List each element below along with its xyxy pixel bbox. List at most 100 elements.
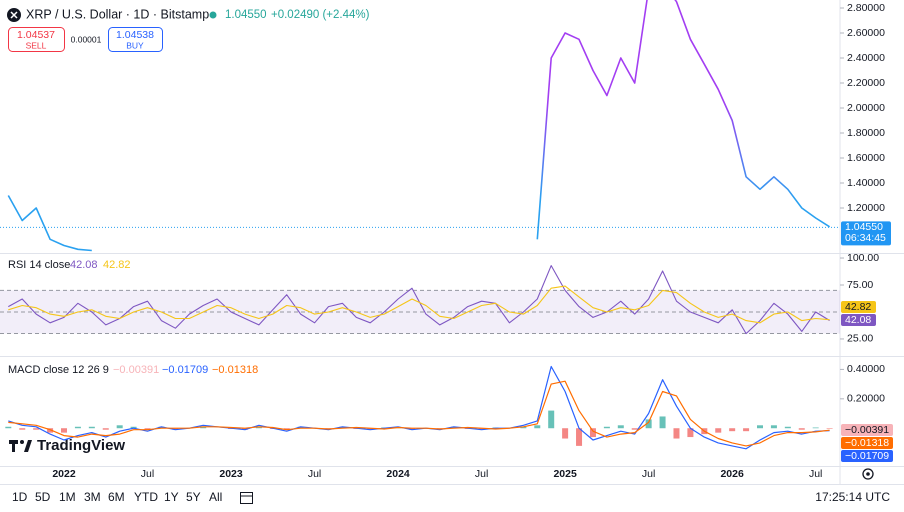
histogram-bar [297,426,304,429]
range-button[interactable]: 3M [84,490,101,504]
y-tick-label: 2.20000 [847,77,885,89]
y-tick-label: 1.80000 [847,127,885,139]
range-button[interactable]: 1D [12,490,28,504]
range-button[interactable]: All [209,490,222,504]
x-tick-label: 2022 [52,468,76,480]
logo-mark [20,440,24,444]
symbol-title: XRP / U.S. Dollar · 1D · Bitstamp [26,7,209,21]
histogram-bar [130,426,137,429]
histogram-bar [116,425,123,429]
x-tick-label: 2025 [553,468,577,480]
value-box [841,450,893,462]
histogram-bar [19,428,26,430]
pane [0,0,840,252]
histogram-bar [339,426,346,429]
range-button[interactable]: 5D [35,490,51,504]
series-line [8,365,830,450]
sell-box[interactable] [8,27,65,52]
histogram-bar [729,428,736,432]
indicator-label: MACD close 12 26 9 [8,364,109,376]
sell-button[interactable]: 1.04537 SELL [8,27,65,52]
range-button[interactable]: 1Y [164,490,179,504]
gear-center[interactable] [866,472,870,476]
buy-button[interactable]: 1.04538 BUY [108,27,163,52]
series-line [7,0,831,252]
histogram-bar [450,426,457,429]
brand: TradingView [37,437,125,454]
value-box [841,301,876,313]
y-tick-label: 100.00 [847,252,879,264]
legend-value: 42.08 [70,259,98,271]
histogram-bar [367,428,374,430]
value-box [841,424,893,436]
histogram-bar [478,428,485,430]
y-tick-label: 75.00 [847,279,873,291]
x-tick-label: Jul [308,468,321,480]
histogram-bar [283,428,290,430]
x-tick-label: 2023 [219,468,243,480]
header: XRP / U.S. Dollar · 1D · Bitstamp 1.0455… [7,7,370,52]
logo: TradingView [9,437,125,454]
sell-price[interactable]: 1.04537 [17,29,55,41]
legend-value: −0.01318 [212,364,258,376]
histogram-bar [743,428,750,432]
y-tick-label: 25.00 [847,333,873,345]
value-label: −0.00391 [845,424,889,436]
histogram-bar [687,428,694,438]
histogram-bar [589,428,596,438]
histogram-bar [200,426,207,429]
legend-value: −0.00391 [113,364,159,376]
y-tick-label: 1.20000 [847,202,885,214]
range-button[interactable]: 5Y [186,490,201,504]
histogram-bar [144,428,151,430]
x-tick-label: Jul [809,468,822,480]
value-label: −0.01709 [845,450,889,462]
buy-box[interactable] [108,27,163,52]
histogram-bar [715,428,722,433]
histogram-bar [5,426,12,429]
histogram-bar [33,428,40,430]
range-button[interactable]: 6M [108,490,125,504]
range-button[interactable]: YTD [134,490,158,504]
series-line [8,265,830,335]
histogram-bar [74,426,81,429]
value-label: −0.01318 [845,437,889,449]
y-tick-label: 2.40000 [847,52,885,64]
price-label: 1.04550 [845,221,883,233]
histogram-bar [61,428,67,433]
calendar-icon[interactable] [240,492,253,504]
calendar[interactable] [240,492,253,504]
countdown: 06:34:45 [845,232,886,244]
legend-value: −0.01709 [162,364,208,376]
settings-icon[interactable] [862,468,874,480]
y-tick-label: 0.20000 [847,393,885,405]
y-tick-label: 2.00000 [847,102,885,114]
buy-label[interactable]: BUY [126,40,144,50]
series-line [8,380,830,447]
histogram-bar [562,428,569,439]
market-status [209,11,217,19]
symbol-icon-x [10,11,18,19]
y-tick-label: 0.40000 [847,363,885,375]
sell-label[interactable]: SELL [26,40,47,50]
histogram-bar [673,428,680,439]
histogram-bar [770,425,777,429]
price-change: +0.02490 (+2.44%) [271,9,370,21]
histogram-bar [158,426,165,429]
y-tick-label: 2.80000 [847,2,885,14]
buy-price[interactable]: 1.04538 [116,29,154,41]
y-tick-label: 1.60000 [847,152,885,164]
legend-value: 42.82 [103,259,131,271]
histogram-bar [241,428,248,430]
logo-mark [9,440,18,452]
x-tick-label: 2024 [386,468,410,480]
histogram-bar [826,428,833,429]
range-button[interactable]: 1M [59,490,76,504]
histogram-bar [172,428,179,430]
gear[interactable] [862,468,874,480]
histogram-bar [798,428,805,430]
histogram-bar [784,426,791,429]
histogram-bar [409,428,415,430]
histogram-bar [617,425,624,429]
